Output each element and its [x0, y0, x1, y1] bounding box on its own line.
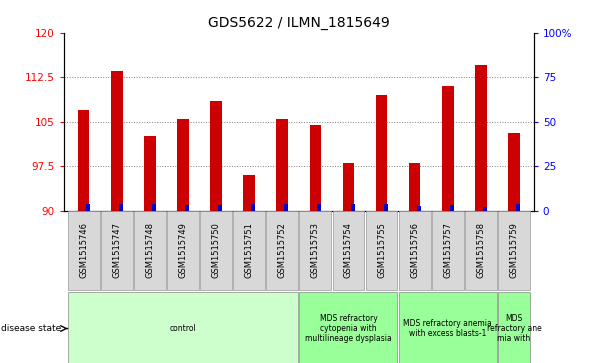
- FancyBboxPatch shape: [167, 211, 199, 290]
- Text: MDS
refractory ane
mia with: MDS refractory ane mia with: [486, 314, 541, 343]
- Bar: [218, 205, 222, 211]
- Text: GSM1515748: GSM1515748: [145, 223, 154, 278]
- Bar: [508, 134, 520, 211]
- Bar: [416, 206, 421, 211]
- FancyBboxPatch shape: [68, 292, 298, 363]
- Text: GSM1515751: GSM1515751: [244, 223, 254, 278]
- Bar: [409, 163, 421, 211]
- Bar: [144, 136, 156, 211]
- Text: control: control: [170, 324, 196, 333]
- Text: GSM1515759: GSM1515759: [510, 223, 519, 278]
- Title: GDS5622 / ILMN_1815649: GDS5622 / ILMN_1815649: [208, 16, 390, 30]
- FancyBboxPatch shape: [333, 211, 364, 290]
- Text: disease state: disease state: [1, 324, 61, 333]
- Bar: [152, 204, 156, 211]
- Bar: [483, 207, 487, 211]
- Bar: [376, 95, 387, 211]
- Bar: [442, 86, 454, 211]
- Bar: [86, 204, 90, 211]
- Bar: [210, 101, 222, 211]
- FancyBboxPatch shape: [465, 211, 497, 290]
- Text: GSM1515746: GSM1515746: [79, 223, 88, 278]
- Bar: [475, 65, 486, 211]
- Text: GSM1515756: GSM1515756: [410, 223, 419, 278]
- Bar: [119, 204, 123, 211]
- Text: MDS refractory anemia
with excess blasts-1: MDS refractory anemia with excess blasts…: [403, 319, 492, 338]
- FancyBboxPatch shape: [300, 211, 331, 290]
- Bar: [285, 204, 288, 211]
- Text: GSM1515753: GSM1515753: [311, 223, 320, 278]
- FancyBboxPatch shape: [498, 211, 530, 290]
- Bar: [516, 204, 520, 211]
- FancyBboxPatch shape: [300, 292, 398, 363]
- Text: GSM1515757: GSM1515757: [443, 223, 452, 278]
- Bar: [251, 204, 255, 211]
- FancyBboxPatch shape: [399, 292, 497, 363]
- Bar: [309, 125, 321, 211]
- FancyBboxPatch shape: [399, 211, 430, 290]
- Bar: [243, 175, 255, 211]
- FancyBboxPatch shape: [134, 211, 166, 290]
- Text: GSM1515754: GSM1515754: [344, 223, 353, 278]
- Text: GSM1515747: GSM1515747: [112, 223, 121, 278]
- Bar: [277, 119, 288, 211]
- Bar: [317, 204, 322, 211]
- Bar: [343, 163, 354, 211]
- Bar: [384, 204, 388, 211]
- Text: GSM1515749: GSM1515749: [179, 223, 187, 278]
- Text: GSM1515750: GSM1515750: [212, 223, 221, 278]
- Text: MDS refractory
cytopenia with
multilineage dysplasia: MDS refractory cytopenia with multilinea…: [305, 314, 392, 343]
- FancyBboxPatch shape: [498, 292, 530, 363]
- Bar: [177, 119, 188, 211]
- FancyBboxPatch shape: [365, 211, 398, 290]
- FancyBboxPatch shape: [101, 211, 133, 290]
- FancyBboxPatch shape: [68, 211, 100, 290]
- Text: GSM1515755: GSM1515755: [377, 223, 386, 278]
- FancyBboxPatch shape: [233, 211, 265, 290]
- Bar: [450, 205, 454, 211]
- FancyBboxPatch shape: [432, 211, 464, 290]
- Bar: [185, 205, 189, 211]
- Bar: [78, 110, 89, 211]
- Text: GSM1515758: GSM1515758: [477, 223, 485, 278]
- Text: GSM1515752: GSM1515752: [278, 223, 287, 278]
- Bar: [111, 71, 123, 211]
- FancyBboxPatch shape: [266, 211, 298, 290]
- Bar: [351, 204, 354, 211]
- FancyBboxPatch shape: [200, 211, 232, 290]
